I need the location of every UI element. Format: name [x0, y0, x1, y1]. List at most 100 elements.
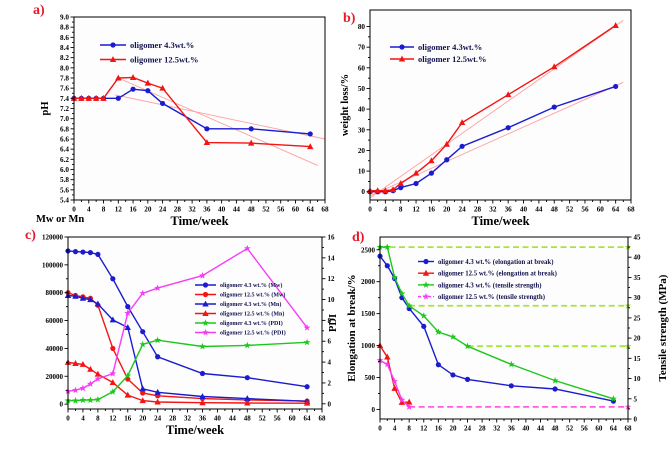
svg-text:16: 16	[435, 425, 443, 433]
svg-text:2: 2	[328, 379, 332, 387]
svg-text:40: 40	[520, 206, 528, 214]
svg-text:5.8: 5.8	[60, 176, 69, 184]
svg-text:36: 36	[199, 415, 207, 423]
svg-text:10: 10	[634, 375, 642, 383]
svg-text:0: 0	[60, 401, 64, 409]
svg-text:0: 0	[368, 206, 372, 214]
weight-loss-vs-time-chart: 0 4 8 12 16 20 24 28 32 36 40 44 48 52 56 60 64 680102030…	[340, 9, 635, 228]
svg-text:4: 4	[81, 415, 85, 423]
svg-text:1000: 1000	[361, 342, 376, 350]
svg-text:20000: 20000	[46, 373, 64, 381]
svg-text:oligomer 12.5wt.%: oligomer 12.5wt.%	[418, 54, 487, 64]
svg-text:44: 44	[229, 415, 237, 423]
svg-text:28: 28	[474, 206, 482, 214]
svg-text:50: 50	[358, 85, 366, 93]
ph-vs-time-chart: 0 4 8 12 16 20 24 28 32 36 40 44 48 52 56 60 64 685.45.65…	[40, 14, 329, 229]
svg-text:oligomer 4.3wt.%: oligomer 4.3wt.%	[418, 42, 482, 52]
mechanical-properties-chart: 0 4 8 12 16 20 24 28 32 36 40 44 48 52 56 60 64 680500100…	[346, 234, 669, 433]
svg-text:120000: 120000	[42, 234, 64, 242]
svg-text:4: 4	[328, 359, 332, 367]
svg-text:oligomer 12.5wt.%: oligomer 12.5wt.%	[130, 55, 199, 65]
svg-text:40000: 40000	[46, 345, 64, 353]
svg-text:14: 14	[328, 254, 336, 262]
svg-text:36: 36	[505, 206, 513, 214]
svg-text:0: 0	[66, 415, 70, 423]
svg-text:8.2: 8.2	[60, 54, 69, 62]
svg-text:9.0: 9.0	[60, 14, 69, 22]
svg-text:44: 44	[535, 206, 543, 214]
svg-text:20: 20	[358, 147, 366, 155]
svg-text:oligomer 4.3 wt.% (tensile str: oligomer 4.3 wt.% (tensile strength)	[438, 282, 542, 289]
svg-text:8.8: 8.8	[60, 24, 69, 32]
svg-text:4: 4	[393, 425, 397, 433]
svg-text:56: 56	[581, 206, 589, 214]
svg-text:Time/week: Time/week	[166, 423, 224, 437]
svg-text:36: 36	[508, 425, 516, 433]
svg-text:4: 4	[87, 206, 91, 214]
svg-text:12: 12	[109, 415, 117, 423]
svg-text:5: 5	[634, 395, 638, 403]
svg-text:60: 60	[358, 64, 366, 72]
svg-text:40: 40	[634, 254, 642, 262]
svg-text:70: 70	[358, 44, 366, 52]
svg-text:12: 12	[412, 206, 420, 214]
svg-text:0: 0	[72, 206, 76, 214]
svg-text:Time/week: Time/week	[471, 214, 529, 228]
svg-text:8.0: 8.0	[60, 64, 69, 72]
svg-text:44: 44	[537, 425, 545, 433]
svg-text:64: 64	[304, 415, 312, 423]
svg-text:24: 24	[459, 206, 467, 214]
svg-text:oligomer 12.5 wt.% (elongation: oligomer 12.5 wt.% (elongation at break)	[438, 271, 557, 278]
svg-text:32: 32	[493, 425, 501, 433]
svg-text:68: 68	[625, 425, 633, 433]
svg-text:48: 48	[552, 425, 560, 433]
svg-text:68: 68	[627, 206, 635, 214]
svg-text:2500: 2500	[361, 246, 376, 254]
svg-text:6.0: 6.0	[60, 166, 69, 174]
panel-label-d: d)	[352, 230, 365, 245]
svg-text:oligomer 12.5 wt.% (PDI): oligomer 12.5 wt.% (PDI)	[220, 330, 286, 337]
svg-text:4: 4	[384, 206, 388, 214]
svg-text:1500: 1500	[361, 310, 376, 318]
molecular-weight-pdi-chart: 0 4 8 12 16 20 24 28 32 36 40 44 48 52 56 60 64 680200004…	[42, 234, 339, 438]
svg-text:7.4: 7.4	[60, 95, 69, 103]
svg-text:25: 25	[634, 314, 642, 322]
svg-text:20: 20	[449, 425, 457, 433]
svg-text:oligomer 4.3 wt.% (PDI): oligomer 4.3 wt.% (PDI)	[220, 320, 283, 327]
svg-text:10: 10	[328, 296, 336, 304]
panel-label-a: a)	[33, 3, 45, 18]
svg-text:Time/week: Time/week	[170, 214, 228, 228]
svg-text:oligomer 4.3 wt.% (Mn): oligomer 4.3 wt.% (Mn)	[220, 301, 281, 308]
svg-text:20: 20	[443, 206, 451, 214]
svg-text:28: 28	[174, 206, 182, 214]
svg-text:0: 0	[361, 188, 365, 196]
svg-text:32: 32	[184, 415, 192, 423]
svg-text:35: 35	[634, 274, 642, 282]
svg-text:Elongation at break/%: Elongation at break/%	[346, 274, 358, 381]
svg-text:52: 52	[262, 206, 270, 214]
svg-text:oligomer 4.3 wt.% (Mw): oligomer 4.3 wt.% (Mw)	[220, 282, 282, 289]
svg-text:20: 20	[144, 206, 152, 214]
svg-text:6.4: 6.4	[60, 146, 69, 154]
panel-label-b: b)	[343, 11, 356, 26]
svg-text:80000: 80000	[46, 289, 64, 297]
svg-text:30: 30	[634, 294, 642, 302]
svg-text:oligomer 12.5 wt.% (Mw): oligomer 12.5 wt.% (Mw)	[220, 292, 285, 299]
svg-text:48: 48	[551, 206, 559, 214]
svg-text:40: 40	[218, 206, 226, 214]
svg-text:68: 68	[321, 206, 329, 214]
svg-text:oligomer 4.3 wt.% (elongation: oligomer 4.3 wt.% (elongation at break)	[438, 259, 553, 266]
svg-text:5.6: 5.6	[60, 186, 69, 194]
svg-text:7.0: 7.0	[60, 115, 69, 123]
svg-text:8.6: 8.6	[60, 34, 69, 42]
svg-text:16: 16	[129, 206, 137, 214]
svg-text:16: 16	[428, 206, 436, 214]
svg-text:oligomer 4.3wt.%: oligomer 4.3wt.%	[130, 40, 194, 50]
svg-text:45: 45	[634, 234, 642, 242]
svg-text:32: 32	[189, 206, 197, 214]
svg-text:60000: 60000	[46, 317, 64, 325]
svg-text:0: 0	[634, 416, 638, 424]
svg-text:36: 36	[203, 206, 211, 214]
svg-text:12: 12	[420, 425, 428, 433]
